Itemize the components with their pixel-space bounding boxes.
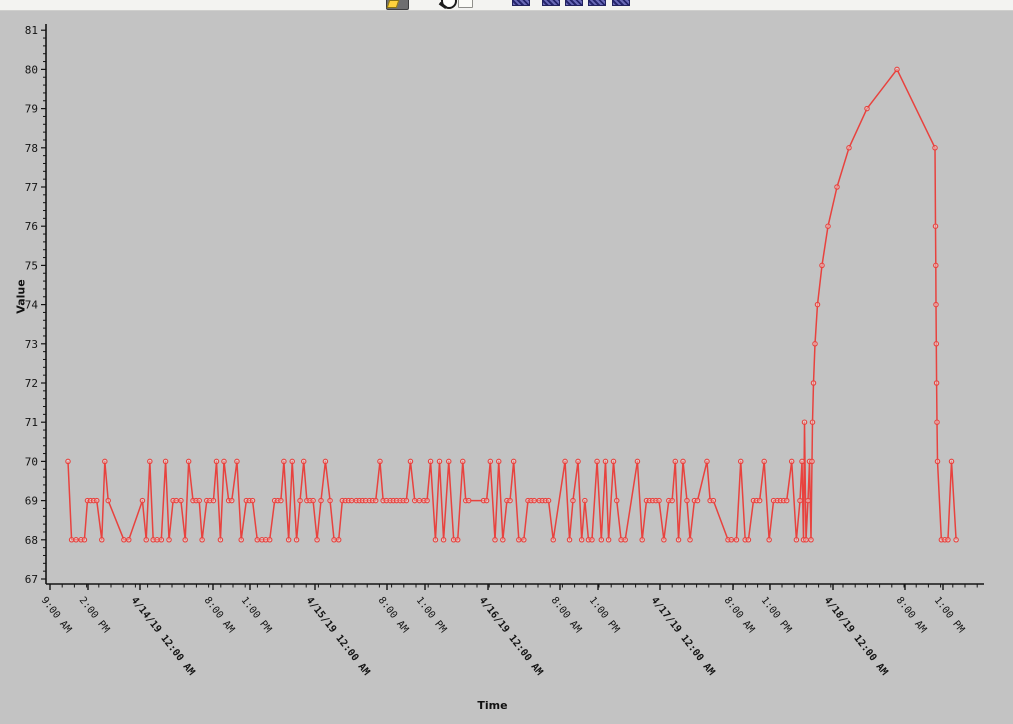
document-icon[interactable] [458,0,473,8]
svg-text:68: 68 [25,534,38,547]
chart-style-4-icon[interactable] [588,0,606,6]
svg-text:76: 76 [25,220,38,233]
svg-text:73: 73 [25,338,38,351]
svg-text:9:00 AM: 9:00 AM [39,595,74,635]
svg-text:69: 69 [25,495,38,508]
svg-text:1:00 PM: 1:00 PM [932,595,967,635]
chart-style-3-icon[interactable] [565,0,583,6]
svg-text:4/18/19 12:00 AM: 4/18/19 12:00 AM [822,595,890,678]
svg-text:8:00 AM: 8:00 AM [202,595,237,635]
svg-text:4/15/19 12:00 AM: 4/15/19 12:00 AM [304,595,372,678]
svg-text:2:00 PM: 2:00 PM [77,595,112,635]
svg-text:75: 75 [25,259,38,272]
svg-text:8:00 AM: 8:00 AM [549,595,584,635]
print-icon[interactable] [386,0,409,10]
svg-text:70: 70 [25,455,38,468]
svg-text:81: 81 [25,24,38,37]
svg-text:1:00 PM: 1:00 PM [414,595,449,635]
svg-text:74: 74 [25,299,39,312]
svg-text:79: 79 [25,103,38,116]
svg-text:77: 77 [25,181,38,194]
svg-text:4/16/19 12:00 AM: 4/16/19 12:00 AM [477,595,545,678]
svg-text:80: 80 [25,63,38,76]
chart-style-2-icon[interactable] [542,0,560,6]
svg-text:4/17/19 12:00 AM: 4/17/19 12:00 AM [649,595,717,678]
svg-text:72: 72 [25,377,38,390]
svg-text:71: 71 [25,416,38,429]
svg-text:1:00 PM: 1:00 PM [587,595,622,635]
y-axis-title: Value [14,279,28,314]
svg-text:1:00 PM: 1:00 PM [239,595,274,635]
svg-text:67: 67 [25,573,38,586]
chart-style-5-icon[interactable] [612,0,630,6]
chart-style-1-icon[interactable] [512,0,530,6]
svg-text:4/14/19 12:00 AM: 4/14/19 12:00 AM [129,595,197,678]
svg-text:8:00 AM: 8:00 AM [894,595,929,635]
svg-text:1:00 PM: 1:00 PM [759,595,794,635]
x-axis-title: Time [477,699,508,712]
svg-text:8:00 AM: 8:00 AM [722,595,757,635]
magnifier-icon[interactable] [441,0,457,9]
svg-text:8:00 AM: 8:00 AM [376,595,411,635]
svg-text:78: 78 [25,142,38,155]
toolbar [0,0,1013,11]
